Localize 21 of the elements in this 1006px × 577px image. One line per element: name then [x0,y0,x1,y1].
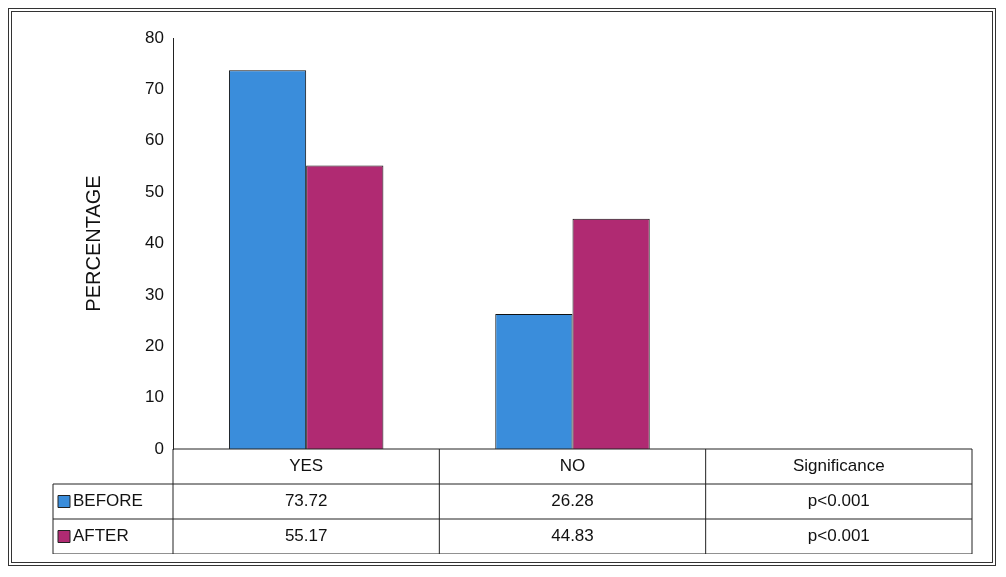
x-tick-label: Significance [793,456,885,476]
legend-label: AFTER [73,526,129,546]
y-tick-label: 0 [154,438,164,458]
y-tick-label: 40 [145,233,164,253]
data-label: 73.72 [284,491,328,511]
data-label: 55.17 [284,526,328,546]
legend-label: BEFORE [73,491,143,511]
y-tick-label: 10 [145,387,164,407]
y-axis-title: PERCENTAGE [81,175,104,312]
data-label: 26.28 [551,491,594,511]
x-tick-label: NO [559,456,586,476]
y-tick-label: 60 [145,130,164,150]
data-label: 44.83 [551,526,594,546]
y-tick-label: 70 [145,79,164,99]
y-tick-label: 50 [145,181,164,201]
x-tick-label: YES [289,456,324,476]
y-tick-label: 20 [145,335,164,355]
y-tick-label: 30 [145,284,164,304]
text: p<0.001 [807,526,870,546]
y-tick-label: 80 [145,27,164,47]
text: p<0.001 [807,491,870,511]
